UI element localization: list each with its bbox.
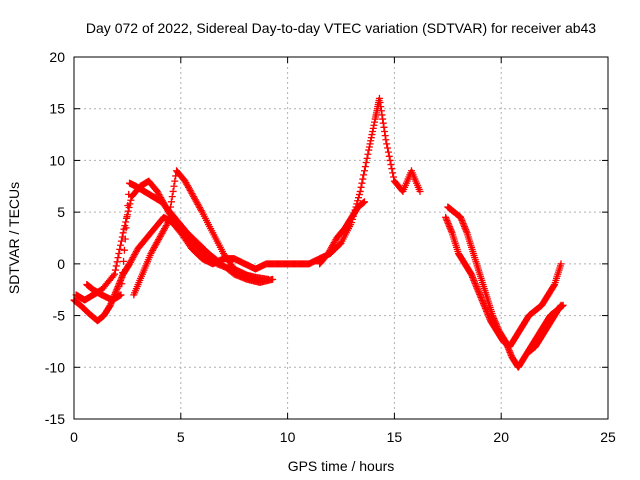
data-point bbox=[119, 229, 127, 237]
data-point bbox=[389, 169, 397, 177]
data-point bbox=[197, 207, 205, 215]
series-track-c bbox=[83, 179, 277, 304]
data-point bbox=[171, 177, 179, 185]
data-point bbox=[356, 187, 364, 195]
data-point bbox=[109, 272, 117, 280]
data-point bbox=[361, 163, 369, 171]
data-point bbox=[124, 202, 132, 210]
data-point bbox=[115, 250, 123, 258]
series-track-a bbox=[70, 94, 424, 325]
x-tick-label: 15 bbox=[387, 429, 403, 445]
series-track-d bbox=[130, 167, 260, 299]
data-point bbox=[111, 266, 119, 274]
x-tick-label: 25 bbox=[600, 429, 616, 445]
data-point bbox=[168, 193, 176, 201]
data-point bbox=[166, 208, 174, 216]
data-point bbox=[384, 144, 392, 152]
y-tick-label: -15 bbox=[45, 411, 65, 427]
data-point bbox=[118, 280, 126, 288]
data-point bbox=[170, 182, 178, 190]
y-tick-label: 5 bbox=[57, 204, 65, 220]
data-point bbox=[390, 173, 398, 181]
data-point bbox=[362, 158, 370, 166]
data-point bbox=[114, 254, 122, 262]
y-axis-label: SDTVAR / TECUs bbox=[6, 182, 22, 294]
data-point bbox=[360, 198, 368, 206]
data-point bbox=[359, 175, 367, 183]
series-track-g bbox=[442, 213, 565, 351]
grid-lines bbox=[74, 57, 608, 419]
x-tick-label: 10 bbox=[280, 429, 296, 445]
y-tick-label: 10 bbox=[49, 152, 65, 168]
data-point bbox=[167, 203, 175, 211]
data-point bbox=[364, 150, 372, 158]
data-point bbox=[165, 213, 173, 221]
data-point bbox=[382, 136, 390, 144]
data-point bbox=[164, 218, 172, 226]
data-point bbox=[122, 224, 130, 232]
data-point bbox=[163, 220, 171, 228]
x-tick-label: 20 bbox=[493, 429, 509, 445]
data-point bbox=[123, 213, 131, 221]
data-point bbox=[385, 152, 393, 160]
data-point bbox=[387, 161, 395, 169]
data-point bbox=[355, 191, 363, 199]
data-point bbox=[117, 291, 125, 299]
plot-frame bbox=[73, 56, 609, 420]
y-tick-label: -10 bbox=[45, 359, 65, 375]
data-point bbox=[269, 275, 277, 283]
data-point bbox=[111, 270, 119, 278]
data-point bbox=[416, 187, 424, 195]
data-point bbox=[117, 237, 125, 245]
x-tick-label: 5 bbox=[177, 429, 185, 445]
data-point bbox=[355, 194, 363, 202]
data-point bbox=[125, 190, 133, 198]
data-point bbox=[120, 246, 128, 254]
data-point bbox=[360, 171, 368, 179]
axis-ticks: 0 5 10 15 20 25 -15 -10 -5 0 5 10 15 20 bbox=[45, 49, 616, 445]
data-point bbox=[127, 196, 135, 204]
chart-title: Day 072 of 2022, Sidereal Day-to-day VTE… bbox=[86, 20, 596, 36]
data-point bbox=[386, 156, 394, 164]
data-point bbox=[357, 183, 365, 191]
y-tick-label: 0 bbox=[57, 256, 65, 272]
data-point bbox=[360, 167, 368, 175]
data-point bbox=[167, 198, 175, 206]
x-tick-label: 0 bbox=[70, 429, 78, 445]
data-point bbox=[557, 260, 565, 268]
data-point bbox=[120, 257, 128, 265]
series-track-e bbox=[316, 198, 368, 268]
data-point bbox=[557, 301, 565, 309]
data-point bbox=[117, 241, 125, 249]
y-tick-label: -5 bbox=[53, 308, 66, 324]
data-point bbox=[116, 245, 124, 253]
y-tick-label: 15 bbox=[49, 101, 65, 117]
data-point bbox=[113, 258, 121, 266]
data-points bbox=[70, 94, 567, 371]
data-point bbox=[122, 218, 130, 226]
data-point bbox=[119, 269, 127, 277]
data-point bbox=[388, 165, 396, 173]
data-point bbox=[169, 187, 177, 195]
x-axis-label: GPS time / hours bbox=[288, 458, 395, 474]
data-point bbox=[112, 262, 120, 270]
data-point bbox=[252, 275, 260, 283]
data-point bbox=[358, 179, 366, 187]
data-point bbox=[384, 148, 392, 156]
data-point bbox=[121, 235, 129, 243]
series-track-h bbox=[525, 301, 565, 356]
data-point bbox=[363, 154, 371, 162]
data-point bbox=[383, 140, 391, 148]
y-tick-label: 20 bbox=[49, 49, 65, 65]
data-point bbox=[354, 197, 362, 205]
